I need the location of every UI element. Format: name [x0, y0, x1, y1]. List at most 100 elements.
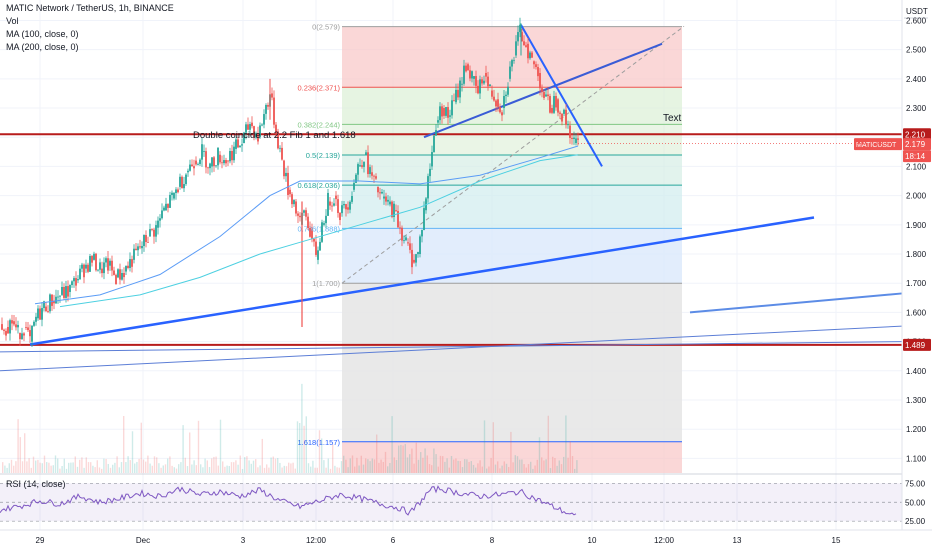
candle-body: [443, 108, 445, 116]
volume-bar: [131, 431, 134, 473]
volume-bar: [503, 461, 505, 473]
volume-bar: [329, 468, 332, 473]
annotation-text: Text: [663, 113, 682, 124]
candle-body: [345, 204, 347, 210]
volume-bar: [347, 467, 349, 473]
candle-body: [45, 306, 47, 312]
volume-bar: [338, 467, 340, 473]
candle-body: [151, 229, 153, 230]
candle-body: [23, 333, 25, 336]
candle-body: [567, 124, 569, 126]
volume-bar: [433, 448, 435, 473]
volume-bar: [318, 430, 321, 473]
candle-body: [63, 286, 65, 298]
x-tick-label: 8: [490, 536, 495, 545]
candle-body: [237, 139, 239, 148]
badge-level-low: 1.489: [905, 341, 926, 350]
volume-bar: [453, 459, 455, 473]
volume-bar: [525, 467, 527, 473]
candle-body: [407, 242, 409, 244]
volume-bar: [224, 466, 226, 473]
volume-bar: [508, 467, 510, 473]
volume-bar: [259, 465, 261, 473]
candle-body: [469, 70, 471, 79]
volume-bar: [534, 465, 536, 473]
candle-body: [41, 308, 43, 320]
candle-body: [69, 285, 71, 292]
volume-bar: [118, 467, 120, 473]
volume-bar: [558, 460, 560, 473]
fib-level-label: 1.618(1.157): [297, 438, 340, 447]
volume-bar: [382, 461, 384, 473]
volume-bar: [457, 460, 459, 473]
badge-symbol: MATICUSDT: [856, 142, 897, 149]
candle-body: [497, 99, 499, 107]
volume-bar: [516, 456, 519, 473]
badge-countdown: 18:14: [905, 152, 926, 161]
candle-body: [5, 330, 7, 336]
volume-bar: [274, 458, 277, 473]
candle-body: [275, 124, 277, 134]
fib-zone: [342, 87, 682, 125]
volume-bar: [543, 460, 545, 473]
candle-body: [449, 115, 451, 117]
candle-body: [551, 108, 553, 113]
volume-bar: [292, 462, 294, 473]
fib-zone: [342, 185, 682, 229]
candle-body: [433, 135, 435, 153]
volume-bar: [98, 467, 101, 473]
candle-body: [147, 241, 149, 243]
volume-bar: [468, 461, 470, 473]
rsi-tick-label: 25.00: [905, 517, 926, 526]
candle-body: [159, 218, 161, 221]
candle-body: [309, 227, 311, 237]
badge-level-low-bg: [903, 338, 931, 351]
volume-bar: [272, 456, 274, 473]
candle-body: [153, 229, 155, 237]
candle-body: [475, 76, 477, 86]
x-tick-label: Dec: [136, 536, 150, 545]
candle-body: [257, 133, 259, 142]
candle-body: [451, 100, 453, 116]
candle-body: [221, 162, 223, 164]
volume-bar: [59, 468, 61, 473]
candle-body: [197, 163, 199, 165]
candle-body: [559, 112, 561, 114]
candle-body: [377, 186, 379, 193]
volume-bar: [310, 466, 312, 473]
volume-bar: [171, 465, 173, 473]
candle-body: [473, 76, 475, 79]
y-tick-label: 1.900: [906, 221, 927, 230]
badge-last-price: 2.179: [905, 140, 926, 149]
candle-body: [429, 168, 431, 177]
candle-body: [215, 165, 217, 167]
candle-body: [537, 67, 539, 77]
x-tick-label: 10: [588, 536, 597, 545]
volume-bar: [281, 467, 283, 473]
fib-zone: [342, 26, 682, 88]
volume-bar: [523, 464, 525, 473]
candle-body: [445, 107, 447, 116]
volume-bar: [142, 459, 145, 473]
volume-bar: [340, 461, 343, 473]
candle-body: [47, 311, 49, 312]
candle-body: [273, 97, 275, 125]
candle-body: [527, 43, 529, 59]
candle-body: [253, 126, 255, 138]
volume-bar: [510, 431, 512, 473]
volume-bar: [290, 463, 292, 473]
volume-bar: [422, 457, 424, 473]
candle-body: [267, 104, 269, 107]
volume-bar: [567, 457, 569, 473]
volume-bar: [81, 457, 83, 473]
candle-body: [501, 112, 503, 116]
candle-body: [185, 174, 187, 185]
trend-line-major: [29, 216, 815, 346]
candle-body: [555, 96, 557, 108]
candle-body: [17, 324, 19, 328]
volume-bar: [4, 465, 6, 473]
candle-body: [455, 89, 457, 103]
candle-body: [243, 132, 245, 144]
candle-body: [349, 201, 351, 210]
